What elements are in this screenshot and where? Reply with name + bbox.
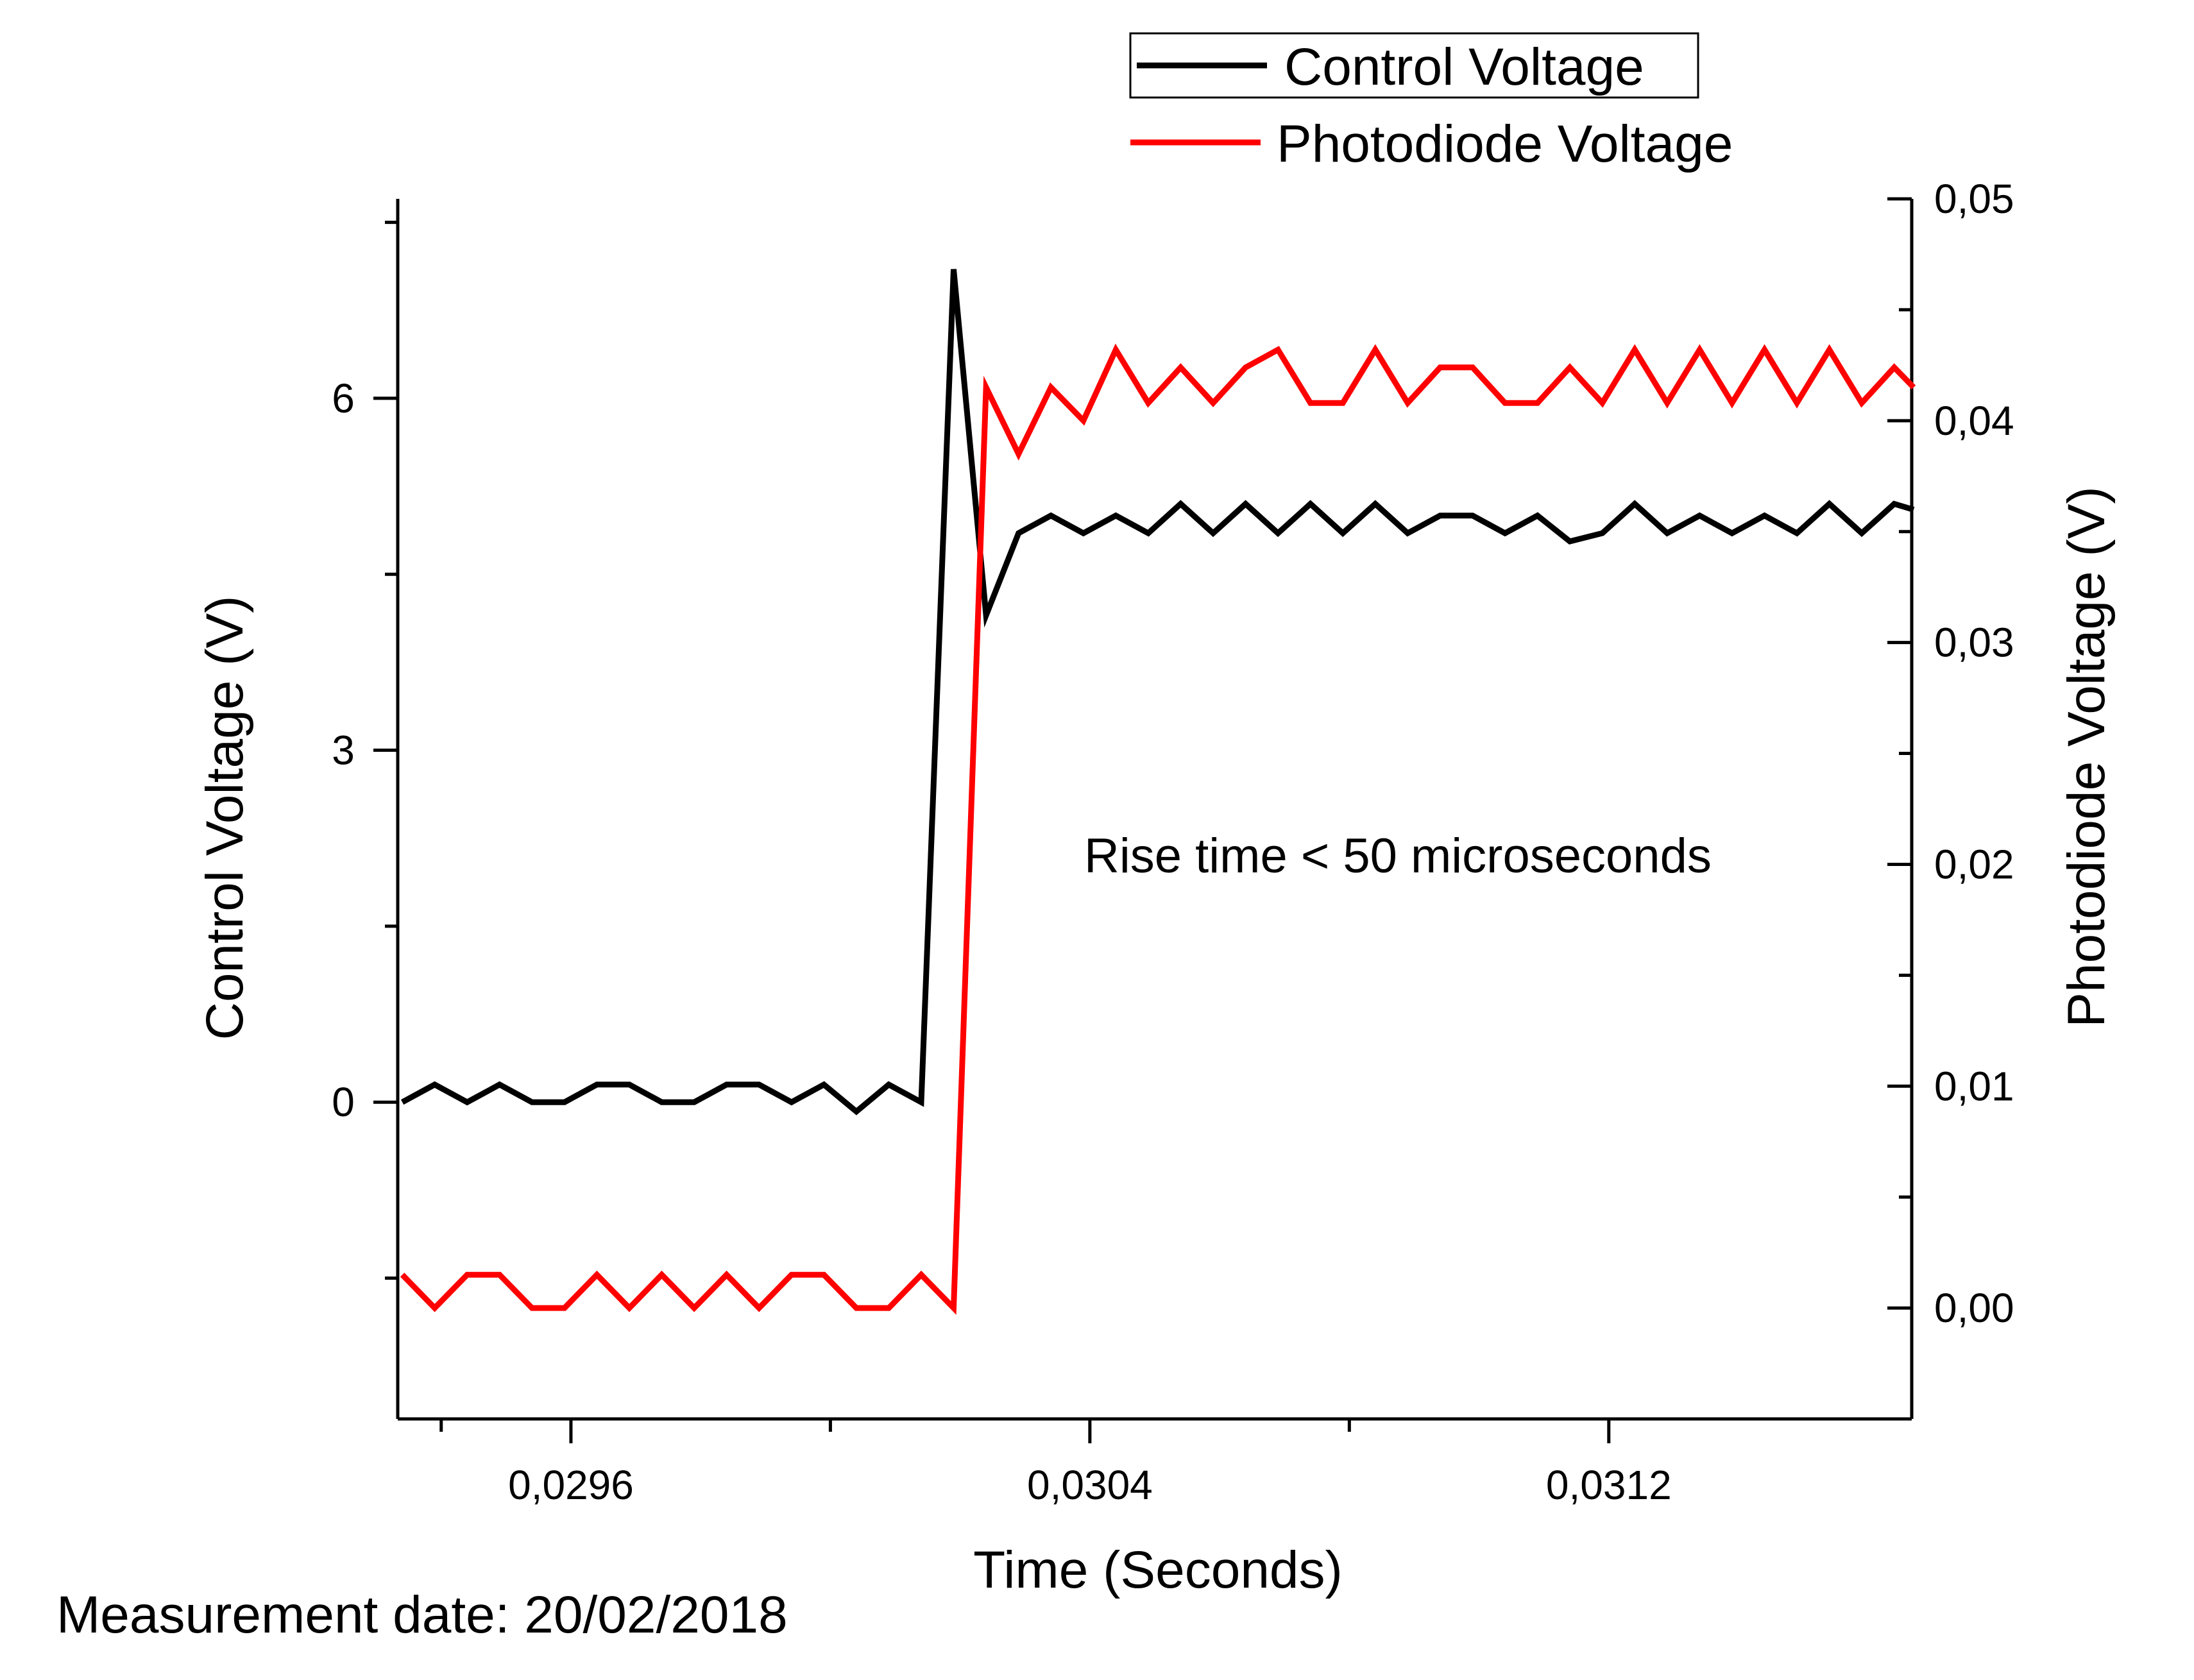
x-tick-label: 0,0304 <box>1027 1462 1153 1508</box>
right-y-tick-label: 0,02 <box>1934 841 2014 887</box>
right-y-tick-label: 0,04 <box>1934 398 2014 444</box>
series-line-control-voltage <box>400 269 1915 1116</box>
legend-label-control-voltage: Control Voltage <box>1284 38 1644 96</box>
legend-highlight-box <box>1129 32 1699 99</box>
axis-tick-labels: 0,0296 0,0304 0,0312 0 3 6 0,00 0,01 0,02 0,03 0,0… <box>332 176 2014 1508</box>
left-y-tick-label: 3 <box>332 727 355 774</box>
axis-ticks <box>373 197 1912 1443</box>
left-y-axis-title: Control Voltage (V) <box>196 596 254 1040</box>
legend-label-photodiode-voltage: Photodiode Voltage <box>1277 115 1733 173</box>
right-y-tick-label: 0,01 <box>1934 1063 2014 1109</box>
left-y-tick-label: 6 <box>332 375 355 421</box>
x-axis-title: Time (Seconds) <box>973 1541 1343 1599</box>
x-tick-label: 0,0296 <box>508 1462 634 1508</box>
series-line-photodiode-voltage <box>400 343 1916 1315</box>
measurement-date-note: Measurement date: 20/02/2018 <box>56 1586 788 1644</box>
x-tick-label: 0,0312 <box>1546 1462 1672 1508</box>
legend: Control Voltage Photodiode Voltage <box>1129 32 1733 173</box>
right-y-axis-title: Photodiode Voltage (V) <box>2057 486 2116 1027</box>
right-y-tick-label: 0,03 <box>1934 620 2014 666</box>
right-y-tick-label: 0,05 <box>1934 176 2014 222</box>
series-layer <box>400 269 1916 1315</box>
right-y-tick-label: 0,00 <box>1934 1285 2014 1331</box>
left-y-tick-label: 0 <box>332 1079 355 1125</box>
plot-frame <box>396 199 1914 1421</box>
rise-time-annotation: Rise time < 50 microseconds <box>1084 829 1712 883</box>
